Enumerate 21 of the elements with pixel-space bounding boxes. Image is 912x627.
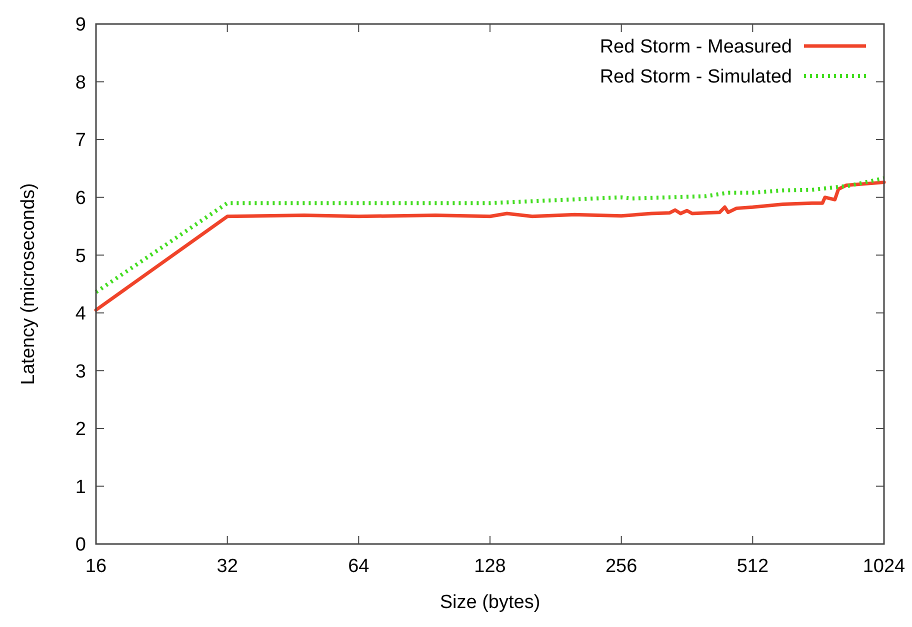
x-tick-label: 64 <box>348 556 370 577</box>
y-tick-label: 5 <box>75 246 86 267</box>
legend-label: Red Storm - Simulated <box>600 66 792 88</box>
x-tick-label: 16 <box>85 556 107 577</box>
y-tick-label: 6 <box>75 188 86 209</box>
y-tick-label: 3 <box>75 361 86 382</box>
x-axis-title: Size (bytes) <box>440 592 540 613</box>
x-tick-label: 128 <box>474 556 506 577</box>
y-tick-label: 7 <box>75 130 86 152</box>
y-tick-label: 9 <box>75 14 86 36</box>
y-tick-label: 1 <box>75 476 86 498</box>
legend-label: Red Storm - Measured <box>600 36 792 58</box>
y-axis-title: Latency (microseconds) <box>18 183 39 385</box>
y-tick-label: 4 <box>75 304 86 325</box>
y-tick-label: 0 <box>75 534 86 556</box>
y-tick-label: 2 <box>75 419 86 440</box>
y-tick-label: 8 <box>75 72 86 94</box>
x-tick-label: 512 <box>736 556 769 577</box>
x-tick-label: 32 <box>216 556 238 577</box>
x-tick-label: 256 <box>605 556 638 577</box>
x-tick-label: 1024 <box>862 556 906 577</box>
